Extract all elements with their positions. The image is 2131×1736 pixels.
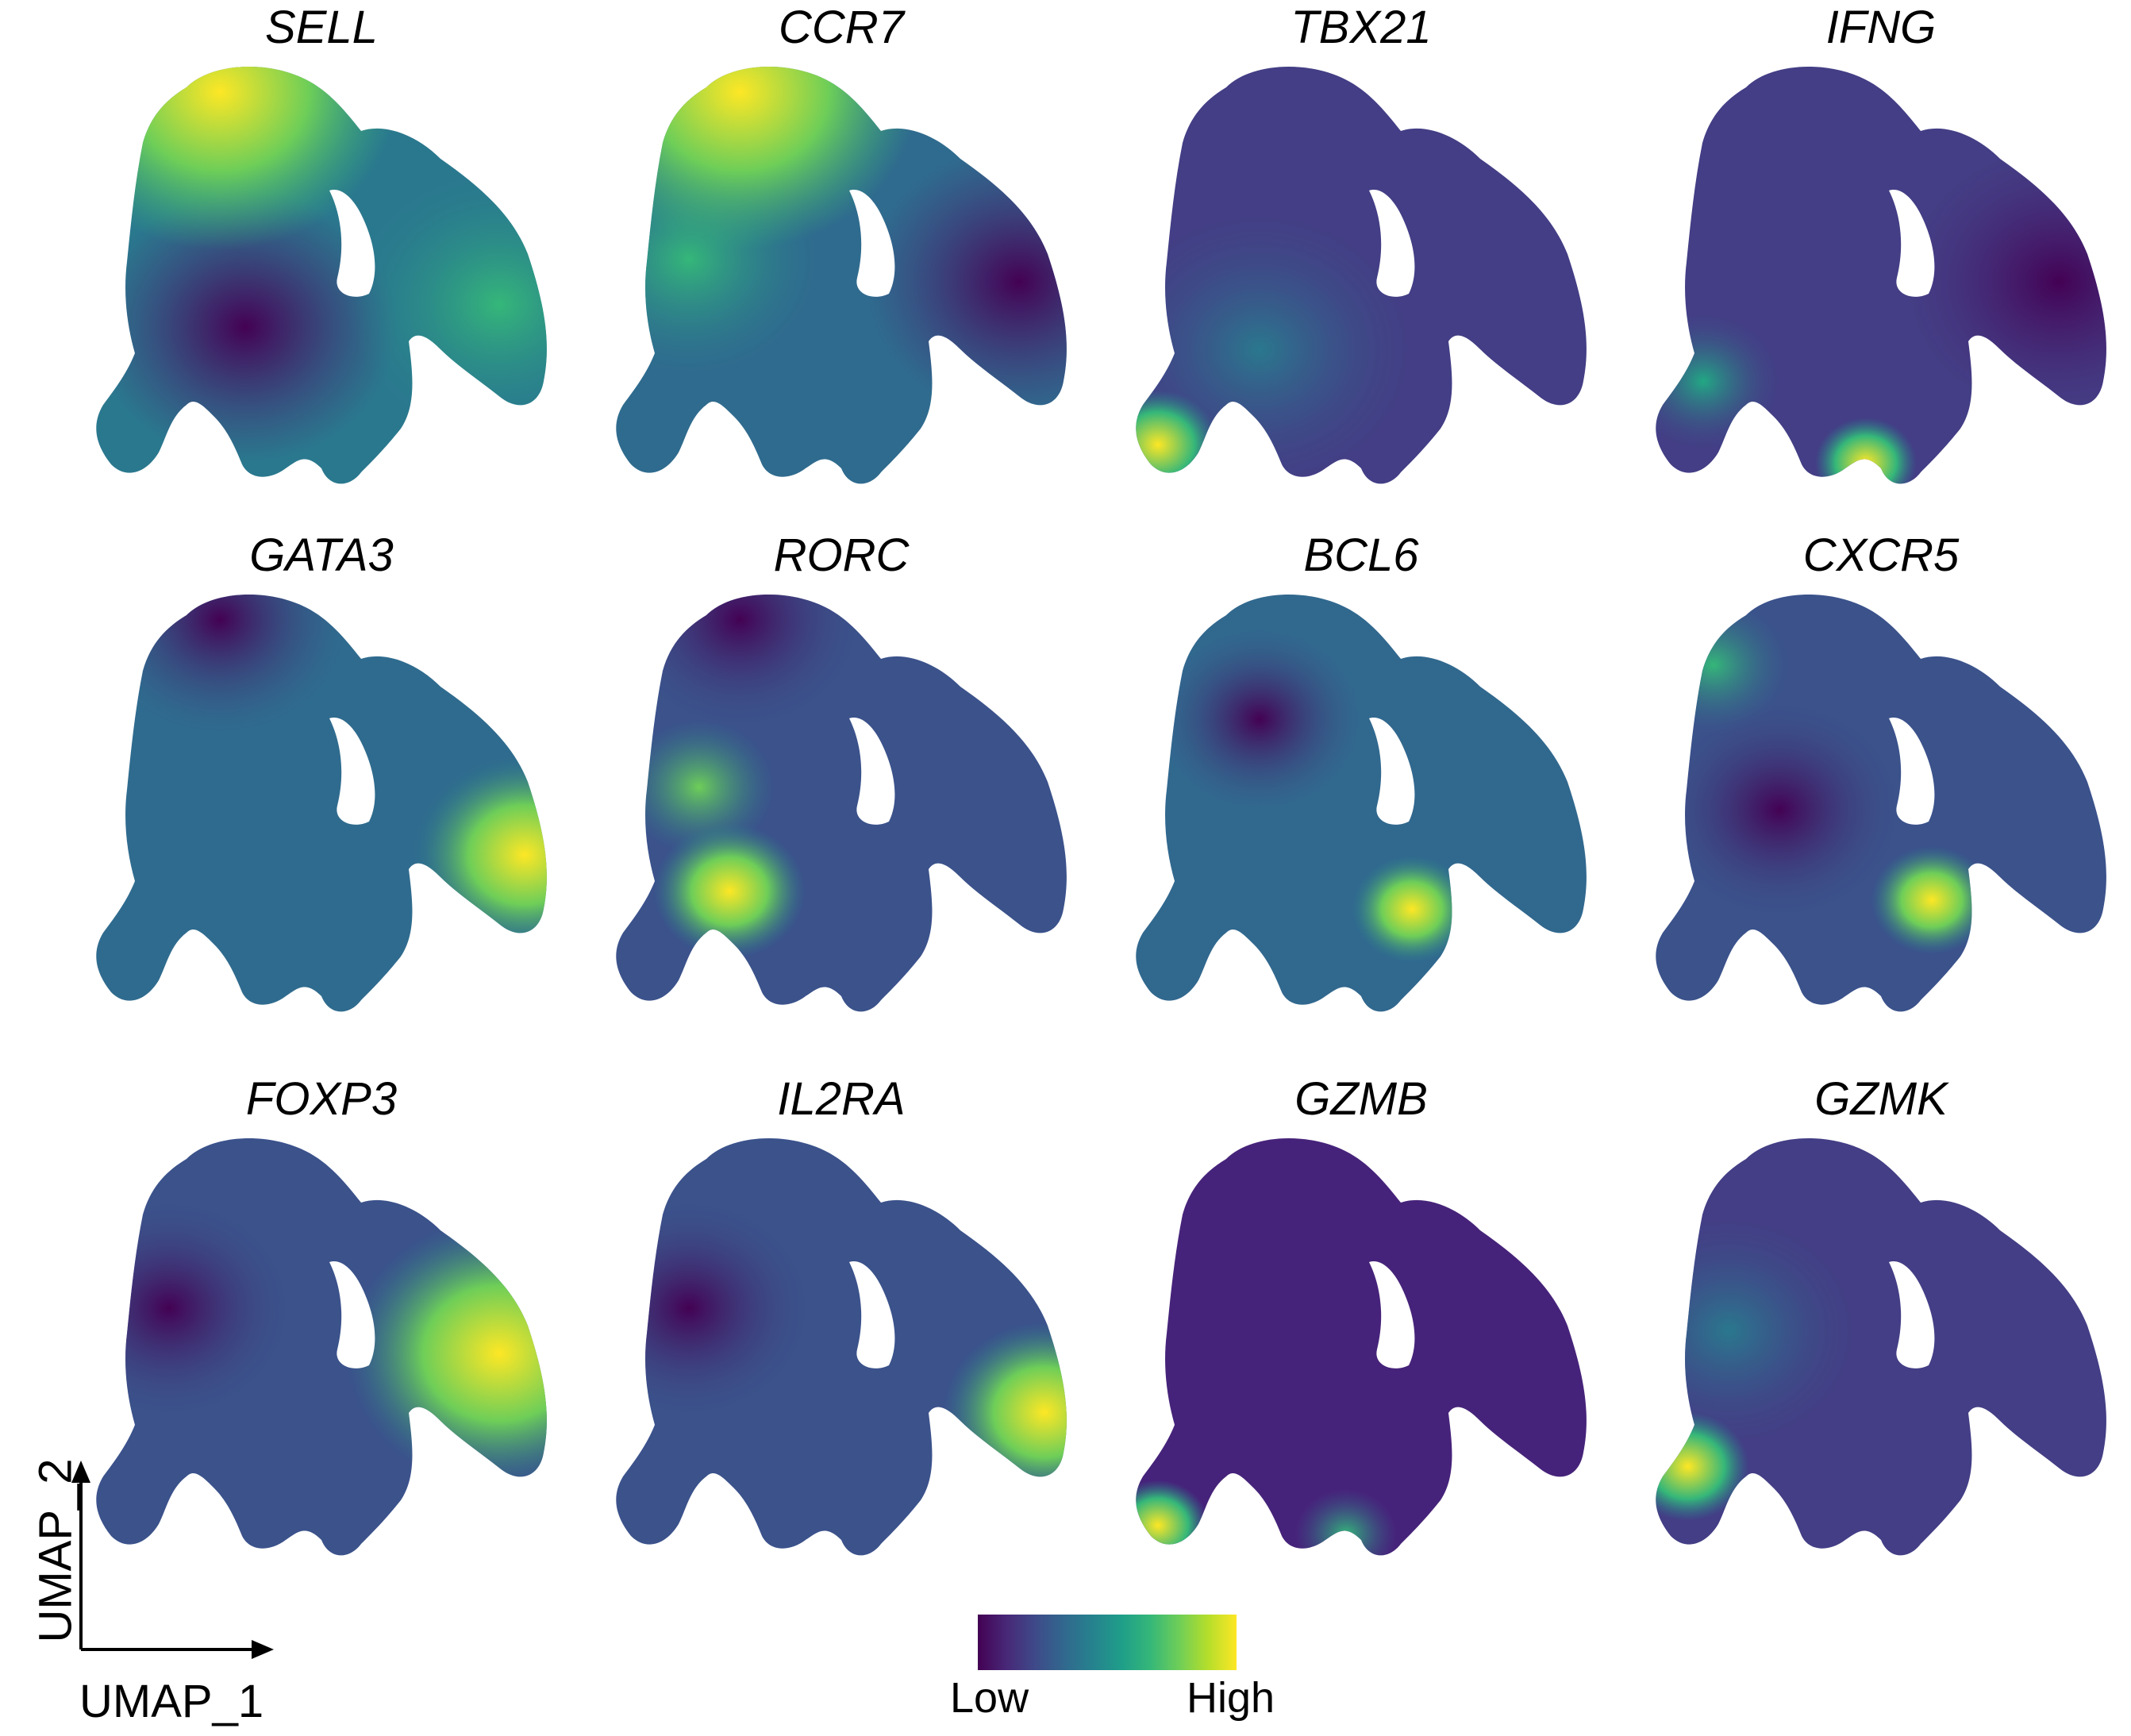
panel-gzmb: GZMB: [1107, 1072, 1615, 1580]
panel-title: CCR7: [779, 2, 904, 53]
umap-axes-icon: [71, 1461, 274, 1659]
panel-gzmk: GZMK: [1627, 1072, 2131, 1580]
panel-tbx21: TBX21: [1107, 0, 1615, 508]
panel-title: BCL6: [1303, 529, 1419, 581]
panel-title: RORC: [773, 529, 910, 581]
panel-title: TBX21: [1291, 2, 1432, 53]
panel-title: GZMK: [1814, 1073, 1948, 1125]
umap-plot: [1656, 66, 2106, 484]
panel-il2ra: IL2RA: [587, 1072, 1095, 1580]
panel-bcl6: BCL6: [1107, 528, 1615, 1036]
panel-title: IFNG: [1825, 2, 1937, 53]
umap-plot: [1136, 1137, 1587, 1556]
colorbar-low-label: Low: [950, 1674, 1029, 1722]
panel-title: SELL: [265, 2, 378, 53]
umap-plot: [96, 1137, 547, 1556]
colorbar-high-label: High: [1187, 1674, 1275, 1722]
umap-plot: [1136, 66, 1587, 484]
panel-rorc: RORC: [587, 528, 1095, 1036]
colorbar: [978, 1615, 1237, 1670]
panel-title: GZMB: [1294, 1073, 1428, 1125]
umap-plot: [616, 1137, 1067, 1556]
umap-plot: [1136, 594, 1587, 1012]
umap-plot: [96, 594, 547, 1012]
panel-cxcr5: CXCR5: [1627, 528, 2131, 1036]
panel-title: IL2RA: [777, 1073, 906, 1125]
panel-ifng: IFNG: [1627, 0, 2131, 508]
umap-plot: [616, 66, 1067, 484]
panel-ccr7: CCR7: [587, 0, 1095, 508]
panel-title: GATA3: [249, 529, 394, 581]
panel-foxp3: FOXP3: [67, 1072, 575, 1580]
panel-gata3: GATA3: [67, 528, 575, 1036]
umap-plot: [616, 594, 1067, 1012]
axis-label-umap1: UMAP_1: [79, 1676, 264, 1727]
axis-label-umap2: UMAP_2: [29, 1458, 82, 1643]
umap-plot: [1656, 1137, 2106, 1556]
umap-plot: [96, 66, 547, 484]
umap-plot: [1656, 594, 2106, 1012]
panel-title: CXCR5: [1802, 529, 1960, 581]
panel-title: FOXP3: [245, 1073, 398, 1125]
panel-sell: SELL: [67, 0, 575, 508]
